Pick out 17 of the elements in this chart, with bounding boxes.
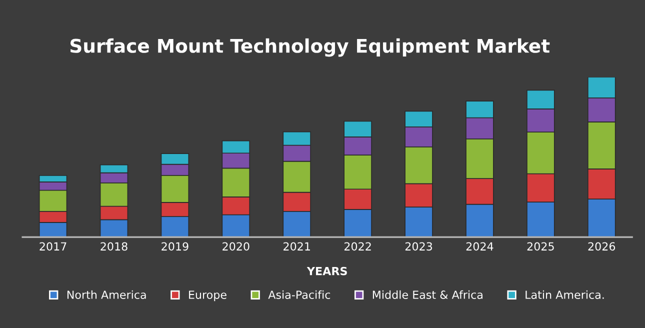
legend-label: North America	[67, 290, 146, 299]
x-tick-label: 2019	[162, 242, 188, 251]
legend-label: Middle East & Africa	[372, 290, 482, 299]
x-tick-label: 2020	[222, 242, 250, 251]
x-axis-title: YEARS	[306, 266, 347, 276]
x-tick-label: 2024	[466, 242, 494, 251]
x-tick-label: 2021	[284, 242, 310, 251]
chart-title: Surface Mount Technology Equipment Market	[70, 38, 550, 57]
x-tick-label: 2018	[100, 242, 128, 251]
x-tick-label: 2025	[527, 242, 554, 251]
x-tick-label: 2026	[588, 242, 616, 251]
legend-label: Latin America.	[526, 290, 604, 299]
legend-label: Europe	[189, 290, 226, 302]
legend-label: Asia-Pacific	[268, 290, 330, 299]
x-tick-label: 2022	[344, 242, 371, 251]
x-tick-label: 2017	[40, 242, 66, 251]
x-tick-label: 2023	[405, 242, 432, 251]
